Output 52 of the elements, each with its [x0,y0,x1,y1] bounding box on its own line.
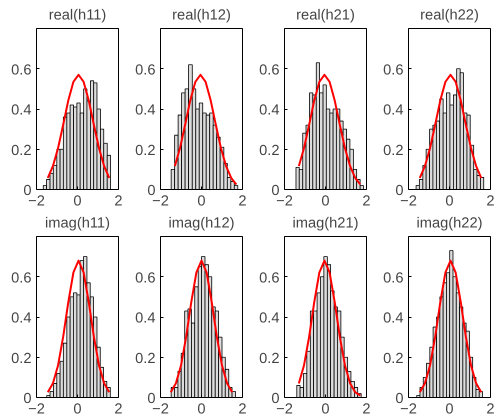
x-tick-label: −2 [28,402,45,416]
x-tick-label: 0 [73,402,82,416]
y-tick-label: 0.6 [135,62,156,78]
y-tick-label: 0.6 [259,270,280,286]
y-tick-label: 0.6 [11,270,32,286]
x-tick-label: −2 [152,402,169,416]
chart-title: imag(h22) [416,216,482,232]
x-tick-label: 2 [114,194,123,210]
y-tick-label: 0.2 [135,142,156,159]
y-tick-label: 0.6 [259,62,280,78]
x-tick-label: −2 [276,402,293,416]
x-tick-label: 0 [197,194,206,210]
chart-title: real(h11) [48,8,106,24]
y-tick-label: 0.2 [259,142,280,159]
chart-title: real(h21) [296,8,355,24]
y-tick-label: 0.6 [383,62,404,78]
x-tick-label: 2 [238,402,247,416]
y-tick-label: 0.4 [11,102,32,118]
y-tick-label: 0.4 [259,310,280,326]
x-tick-label: 0 [321,194,330,210]
y-tick-label: 0.4 [383,310,404,326]
y-tick-label: 0.4 [135,102,156,118]
y-tick-label: 0.6 [383,270,404,286]
y-tick-label: 0.2 [11,350,32,367]
y-tick-label: 0.2 [383,142,404,159]
y-tick-label: 0.2 [383,350,404,367]
y-tick-label: 0.2 [11,142,32,159]
chart-title: real(h22) [420,8,479,24]
y-tick-label: 0.4 [11,310,32,326]
y-tick-label: 0.4 [259,102,280,118]
x-tick-label: 0 [73,194,82,210]
x-tick-label: 0 [445,402,454,416]
x-tick-label: 0 [197,402,206,416]
x-tick-label: 0 [445,194,454,210]
x-tick-label: 2 [486,194,495,210]
y-tick-label: 0.4 [135,310,156,326]
x-tick-label: 2 [114,402,123,416]
chart-title: imag(h21) [292,216,358,232]
x-tick-label: −2 [400,402,417,416]
x-tick-label: 0 [321,402,330,416]
x-tick-label: 2 [362,194,371,210]
x-tick-label: 2 [238,194,247,210]
y-tick-label: 0.6 [11,62,32,78]
x-tick-label: 2 [486,402,495,416]
chart-title: imag(h12) [168,216,234,232]
y-tick-label: 0.4 [383,102,404,118]
chart-title: real(h12) [172,8,231,24]
x-tick-label: 2 [362,402,371,416]
chart-title: imag(h11) [45,216,110,232]
y-tick-label: 0.2 [135,350,156,367]
y-tick-label: 0.2 [259,350,280,367]
y-tick-label: 0.6 [135,270,156,286]
